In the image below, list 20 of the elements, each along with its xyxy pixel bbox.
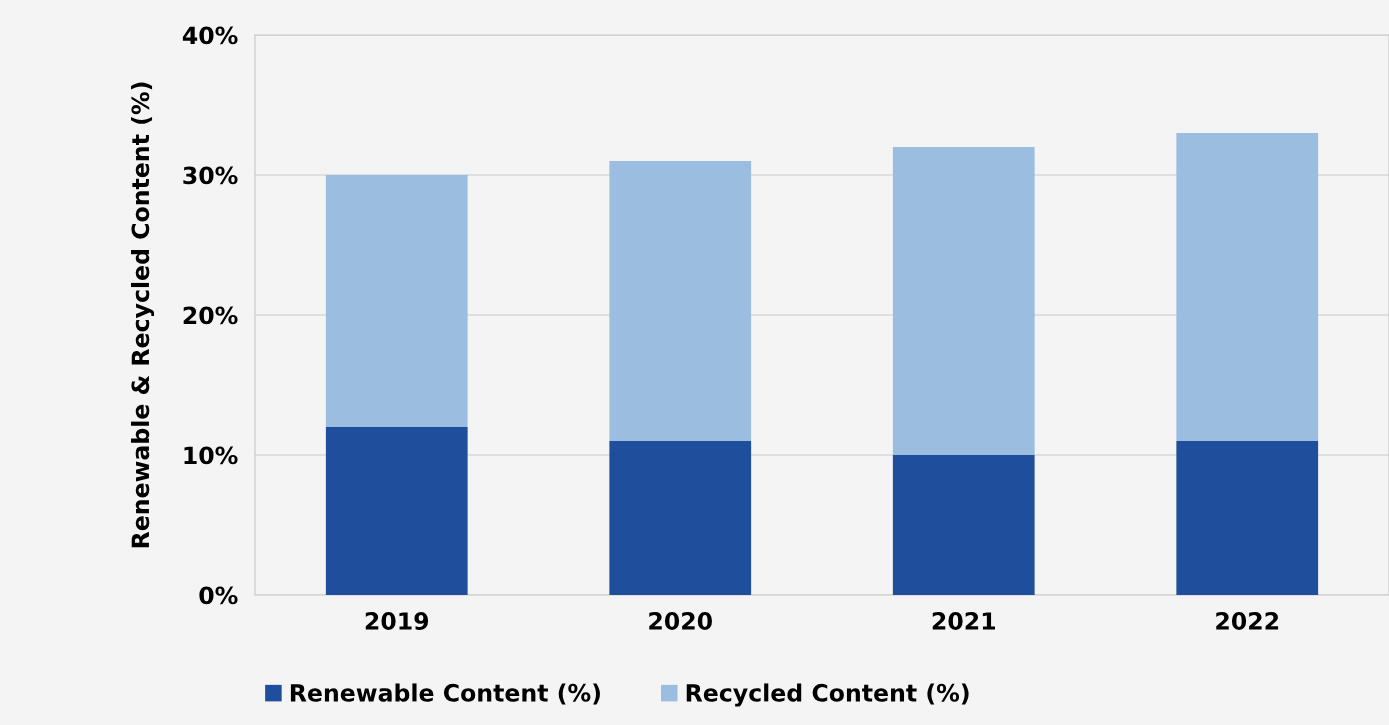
bar xyxy=(1176,133,1319,441)
legend-label: Recycled Content (%) xyxy=(686,683,969,707)
x-tick-label: 2021 xyxy=(932,612,995,630)
bar xyxy=(892,455,1035,595)
x-tick-label: 2020 xyxy=(649,612,712,630)
bar xyxy=(325,427,468,595)
bar xyxy=(1176,441,1319,595)
bar xyxy=(325,175,468,427)
y-tick-label: 0% xyxy=(199,586,238,605)
y-tick-label: 10% xyxy=(184,446,238,465)
legend-label: Renewable Content (%) xyxy=(290,683,600,705)
bar xyxy=(892,147,1035,455)
y-tick-label: 30% xyxy=(183,166,238,185)
y-tick-label: 20% xyxy=(183,306,238,325)
x-tick-label: 2019 xyxy=(365,612,429,630)
x-tick-label: 2022 xyxy=(1216,612,1279,630)
y-tick-label: 40% xyxy=(182,26,238,45)
bar xyxy=(609,441,752,595)
bar xyxy=(609,161,752,441)
y-axis-title: Renewable & Recycled Content (%) xyxy=(131,82,155,548)
